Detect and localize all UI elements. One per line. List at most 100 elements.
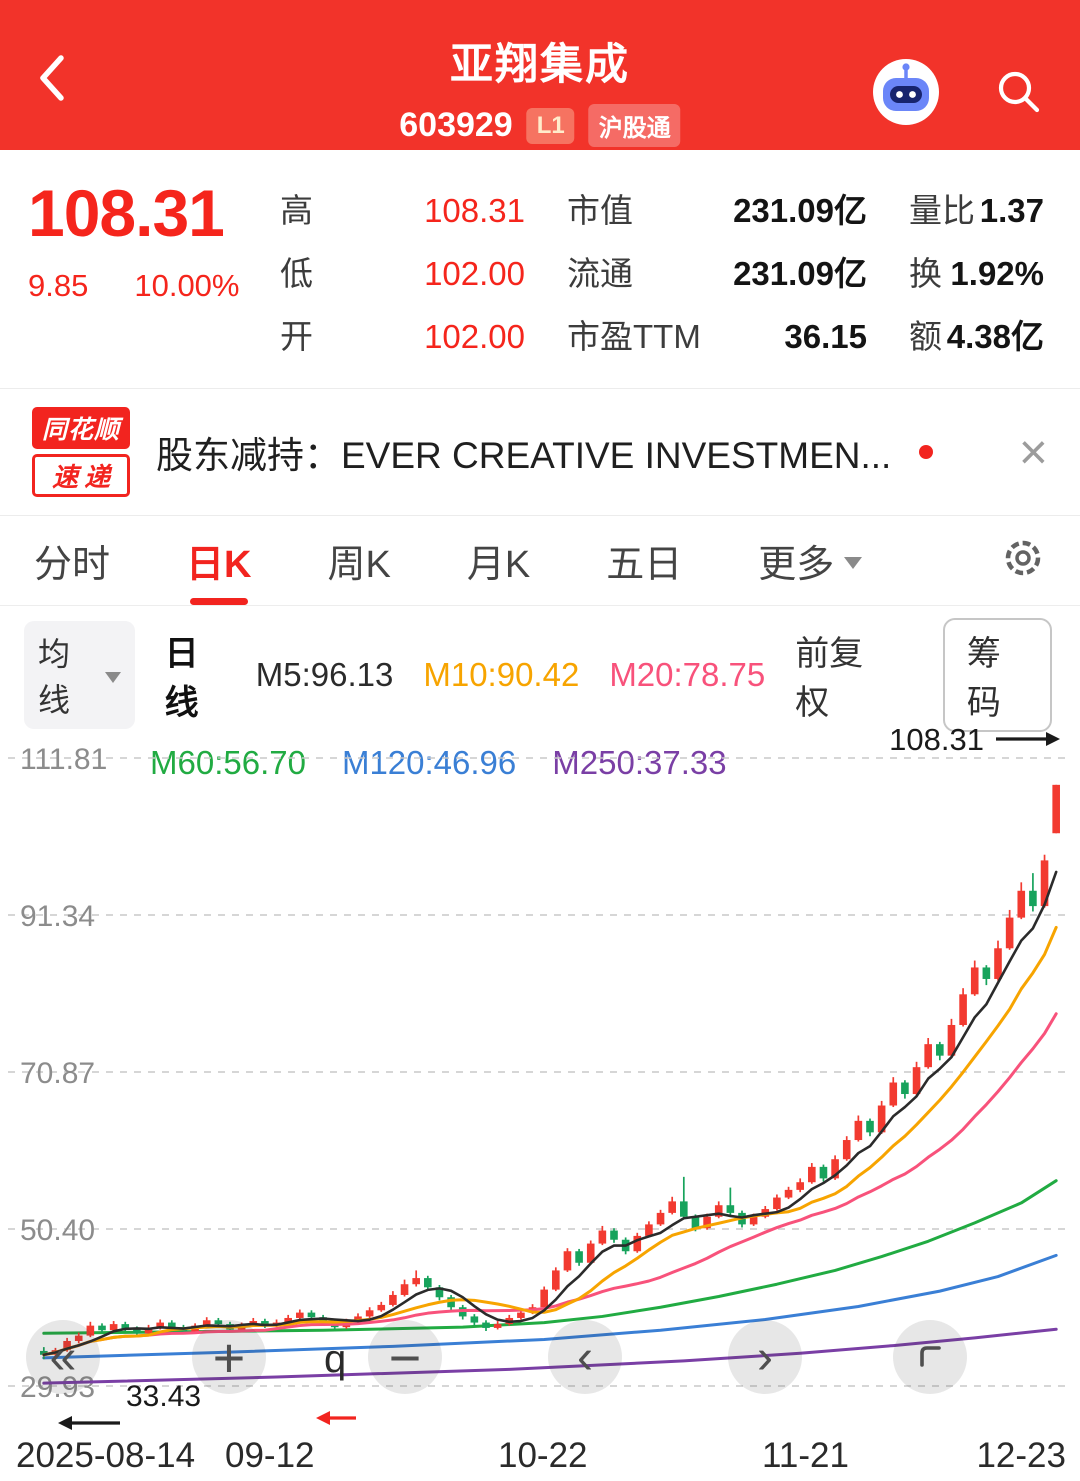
stat-label: 量比 <box>909 192 975 229</box>
stock-name: 亚翔集成 <box>449 41 630 89</box>
tab-five-day[interactable]: 五日 <box>606 544 683 586</box>
zoom-out-button[interactable]: − <box>368 1320 442 1394</box>
svg-text:91.34: 91.34 <box>20 900 95 933</box>
svg-text:50.40: 50.40 <box>20 1214 95 1247</box>
news-close-button[interactable]: × <box>1018 424 1048 480</box>
app-header: 亚翔集成 603929 L1 沪股通 <box>0 0 1080 150</box>
stat-label: 高 <box>280 192 313 229</box>
corner-expand-icon <box>912 1330 948 1385</box>
news-banner[interactable]: 同花顺 速递 股东减持：EVER CREATIVE INVESTMEN... × <box>0 388 1080 516</box>
header-title-block: 亚翔集成 603929 L1 沪股通 <box>399 30 681 147</box>
quote-panel: 108.31 9.85 10.00% 高 108.31 低 102.00 开 102.… <box>0 150 1080 388</box>
stat-value: 4.38亿 <box>946 318 1044 355</box>
x-tick-start: 2025-08-14 <box>16 1436 196 1475</box>
stat-label: 流通 <box>567 255 633 292</box>
stat-value: 1.92% <box>950 255 1044 292</box>
stat-pe-ttm: 市盈TTM 36.15 <box>567 310 867 356</box>
stat-label: 市盈TTM <box>567 318 701 355</box>
stat-turnover: 换 1.92% <box>909 247 1044 293</box>
stat-market-cap: 市值 231.09亿 <box>567 184 867 230</box>
ma10-value: M10:90.42 <box>423 656 580 693</box>
stat-value: 1.37 <box>979 192 1044 229</box>
stat-volume-ratio: 量比 1.37 <box>909 184 1044 230</box>
x-axis: 2025-08-14 09-12 10-22 11-21 12-23 <box>0 1434 1080 1481</box>
current-price: 108.31 <box>28 176 225 250</box>
kline-canvas[interactable]: 111.81 91.34 70.87 50.40 29.93 108.31 33.43 q <box>0 718 1080 1434</box>
gear-icon <box>1000 535 1046 586</box>
stat-high: 高 108.31 <box>280 184 525 230</box>
ma60-value: M60:56.70 <box>150 744 306 781</box>
ma-dropdown-label: 均线 <box>38 636 71 718</box>
search-icon <box>994 67 1044 122</box>
chevron-down-icon <box>104 671 121 683</box>
stat-label: 换 <box>909 255 942 292</box>
stat-amount: 额 4.38亿 <box>909 310 1044 356</box>
ma-indicator-panel: 均线 日线 M5:96.13 M10:90.42 M20:78.75 前复权 筹… <box>0 606 1080 781</box>
x-tick: 11-21 <box>762 1436 849 1475</box>
period-label: 日线 <box>164 635 199 722</box>
ma-dropdown-button[interactable]: 均线 <box>24 621 135 729</box>
pan-right-button[interactable]: › <box>728 1320 802 1394</box>
stat-label: 市值 <box>567 192 633 229</box>
stat-label: 开 <box>280 318 313 355</box>
robot-icon <box>870 56 942 133</box>
x-tick: 09-12 <box>225 1436 315 1475</box>
price-change-percent: 10.00% <box>134 268 240 303</box>
stat-float-cap: 流通 231.09亿 <box>567 247 867 293</box>
volume-column: 量比 1.37 换 1.92% 额 4.38亿 <box>909 180 1044 388</box>
ma120-value: M120:46.96 <box>341 744 517 781</box>
tab-daily-k[interactable]: 日K <box>186 516 251 605</box>
assistant-robot-button[interactable] <box>870 56 942 133</box>
pan-left-button[interactable]: ‹ <box>548 1320 622 1394</box>
stat-value: 231.09亿 <box>733 192 867 229</box>
chips-distribution-button[interactable]: 筹码 <box>942 618 1052 732</box>
back-chevron-icon <box>36 51 68 110</box>
svg-text:108.31: 108.31 <box>889 722 984 757</box>
fullscreen-rotate-button[interactable] <box>893 1320 967 1394</box>
ma250-value: M250:37.33 <box>552 744 727 781</box>
stat-value: 108.31 <box>424 192 525 229</box>
svg-text:q: q <box>324 1337 346 1381</box>
price-block: 108.31 9.85 10.00% <box>28 180 280 388</box>
tab-monthly-k[interactable]: 月K <box>466 544 531 586</box>
ma20-value: M20:78.75 <box>609 656 766 693</box>
logo-top-text: 同花顺 <box>32 407 130 449</box>
search-button[interactable] <box>994 67 1044 122</box>
stat-label: 低 <box>280 255 313 292</box>
svg-text:70.87: 70.87 <box>20 1057 95 1090</box>
svg-text:111.81: 111.81 <box>20 743 107 776</box>
stat-value: 102.00 <box>424 318 525 355</box>
tab-fenshi[interactable]: 分时 <box>34 544 111 586</box>
tab-more-label: 更多 <box>758 544 835 586</box>
pan-fast-left-button[interactable]: « <box>26 1320 100 1394</box>
x-tick-end: 12-23 <box>976 1436 1066 1475</box>
hgt-badge: 沪股通 <box>588 104 681 147</box>
stock-code: 603929 <box>399 106 513 144</box>
stat-value: 231.09亿 <box>733 255 867 292</box>
x-tick: 10-22 <box>498 1436 588 1475</box>
zoom-in-button[interactable]: + <box>192 1320 266 1394</box>
tab-weekly-k[interactable]: 周K <box>327 544 391 586</box>
period-tab-bar: 分时 日K 周K 月K 五日 更多 <box>0 516 1080 606</box>
stat-low: 低 102.00 <box>280 247 525 293</box>
svg-text:29.93: 29.93 <box>20 1371 95 1404</box>
price-change: 9.85 <box>28 268 89 303</box>
chart-settings-button[interactable] <box>1000 516 1046 605</box>
stat-open: 开 102.00 <box>280 310 525 356</box>
stat-value: 102.00 <box>424 255 525 292</box>
ma5-value: M5:96.13 <box>255 656 394 693</box>
forward-adjust-button[interactable]: 前复权 <box>795 635 864 722</box>
stat-label: 额 <box>909 318 942 355</box>
stat-value: 36.15 <box>784 318 867 355</box>
level1-badge: L1 <box>526 107 575 144</box>
kline-chart[interactable]: 111.81 91.34 70.87 50.40 29.93 108.31 33.43 q «… <box>0 718 1080 1434</box>
back-button[interactable] <box>36 52 84 108</box>
tab-more[interactable]: 更多 <box>758 516 863 605</box>
logo-bottom-text: 速递 <box>32 454 130 497</box>
svg-text:33.43: 33.43 <box>126 1380 201 1413</box>
unread-dot <box>919 445 934 459</box>
news-headline[interactable]: 股东减持：EVER CREATIVE INVESTMEN... <box>156 435 892 476</box>
high-low-open-column: 高 108.31 低 102.00 开 102.00 <box>280 180 525 388</box>
market-cap-column: 市值 231.09亿 流通 231.09亿 市盈TTM 36.15 <box>567 180 867 388</box>
